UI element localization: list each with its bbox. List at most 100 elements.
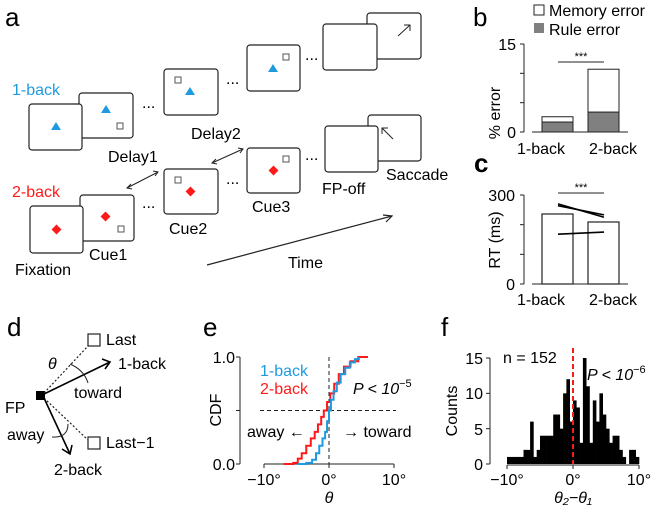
panel-b: b Memory error Rule error % error 15 0 *…	[473, 2, 646, 158]
y-tick-label: 1.0	[213, 350, 235, 367]
histogram-bar	[510, 456, 514, 464]
screen-1back-fpoff	[322, 23, 378, 71]
label-delay2: Delay2	[191, 126, 241, 143]
y-axis-label: Counts	[444, 386, 461, 437]
label-fixation: Fixation	[15, 262, 71, 279]
x-tick-label: 0°	[565, 472, 580, 489]
histogram-bar	[569, 421, 574, 464]
histogram-bar	[586, 386, 590, 464]
histogram-bar	[615, 435, 620, 464]
triangle-icon	[268, 64, 278, 72]
panel-a: a 1-back 2-back ... ... ... Delay2 Delay…	[5, 2, 448, 279]
label-2back: 2-back	[54, 462, 103, 479]
histogram-bar	[596, 421, 600, 464]
target-square-icon	[282, 53, 290, 61]
label-delay1: Delay1	[108, 149, 158, 166]
double-arrow-icon	[126, 171, 159, 189]
histogram-bar	[530, 421, 534, 464]
cdf-line-2-back	[283, 356, 368, 465]
saccade-arrow-icon	[397, 24, 411, 37]
screen-1back-cue1	[78, 92, 134, 139]
x-tick-label: 10°	[382, 472, 406, 489]
histogram-bar	[533, 456, 537, 464]
panel-e-label: e	[203, 312, 217, 342]
comparison-arrows	[125, 147, 244, 190]
ellipsis: ...	[142, 95, 155, 112]
significance-stars: ***	[575, 182, 589, 194]
histogram-bar	[556, 414, 561, 464]
arrowhead	[237, 147, 244, 154]
y-tick-label: 300	[488, 188, 515, 205]
y-axis-label: RT (ms)	[487, 211, 504, 268]
screen-2back-fpoff	[324, 125, 379, 173]
histogram-bar	[629, 449, 633, 464]
y-tick-label: 5	[474, 422, 483, 439]
y-tick-label: 0.0	[213, 457, 235, 474]
histogram-bar	[543, 435, 547, 464]
x-tick-label: 0°	[321, 472, 336, 489]
bar-memory-error	[587, 68, 620, 113]
y-tick-label: 10	[465, 386, 483, 403]
panel-b-label: b	[473, 2, 487, 32]
dotted-line	[43, 345, 89, 394]
histogram-bar	[520, 456, 524, 464]
saccade-arrow-icon	[381, 127, 394, 140]
histogram-bar	[540, 435, 544, 464]
legend-swatch-rule	[534, 23, 544, 33]
row-2back-label: 2-back	[12, 184, 61, 201]
target-square-icon	[282, 155, 290, 163]
y-axis-label: % error	[487, 86, 504, 139]
label-last: Last	[106, 332, 137, 349]
histogram-bar	[632, 449, 636, 464]
legend-rule: Rule error	[549, 22, 621, 39]
histogram-bar	[566, 379, 570, 464]
histogram-bar	[619, 449, 623, 464]
row-1back-label: 1-back	[12, 82, 61, 99]
ellipsis: ...	[142, 195, 155, 212]
n-annotation: n = 152	[503, 350, 557, 367]
ellipsis: ...	[226, 71, 239, 88]
x-tick-label: 1-back	[517, 292, 566, 309]
bar-2-back	[587, 221, 620, 285]
arrowhead	[404, 24, 411, 31]
arrowhead	[152, 170, 159, 177]
arrowhead	[381, 127, 388, 134]
histogram-bar	[526, 449, 531, 464]
histogram-bar	[516, 456, 521, 464]
1back-vector-arrow	[43, 361, 111, 395]
arrowhead	[61, 444, 73, 456]
x-tick-label: 2-back	[589, 141, 638, 158]
histogram-bar	[549, 435, 554, 464]
triangle-icon	[101, 105, 111, 113]
panel-e: e 1.0 0.0 CDF 1-back 2-back P < 10−5 awa…	[203, 312, 412, 507]
arrowhead	[101, 358, 112, 370]
label-fpoff: FP-off	[322, 181, 366, 198]
histogram-bar	[523, 449, 528, 464]
double-arrow-icon	[211, 148, 244, 164]
panel-d: d FP Last Last−1 1-back 2-back θ toward …	[5, 312, 167, 479]
y-tick-label: 0	[474, 457, 483, 474]
label-time: Time	[288, 255, 323, 272]
label-cue3: Cue3	[252, 199, 290, 216]
bar-1-back	[541, 213, 574, 285]
x-tick-label: 1-back	[517, 141, 566, 158]
label-1back: 1-back	[118, 356, 167, 373]
target-square-icon	[116, 122, 124, 130]
label-cue1: Cue1	[89, 247, 127, 264]
ellipsis: ...	[305, 147, 318, 164]
legend-1back: 1-back	[260, 363, 309, 380]
x-axis-label: θ₂−θ₁	[554, 490, 592, 507]
histogram-bar	[563, 393, 567, 464]
histogram-bar	[602, 414, 607, 464]
arrowhead	[125, 183, 133, 190]
panel-c: c RT (ms) 300 0 *** 1-back 2-back	[474, 148, 638, 309]
paired-line	[557, 231, 605, 235]
last-target-icon	[87, 333, 101, 347]
histogram-bar	[536, 449, 541, 464]
histogram-bar	[599, 393, 603, 464]
y-tick-label: 0	[506, 277, 515, 294]
histogram-bar	[589, 442, 594, 464]
histogram-bar	[635, 456, 640, 464]
significance-stars: ***	[575, 51, 589, 63]
histogram-bar	[559, 428, 564, 464]
